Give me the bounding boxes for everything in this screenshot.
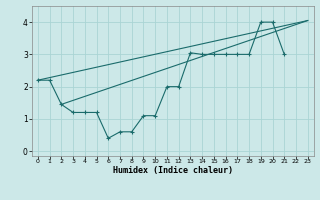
X-axis label: Humidex (Indice chaleur): Humidex (Indice chaleur) [113, 166, 233, 175]
